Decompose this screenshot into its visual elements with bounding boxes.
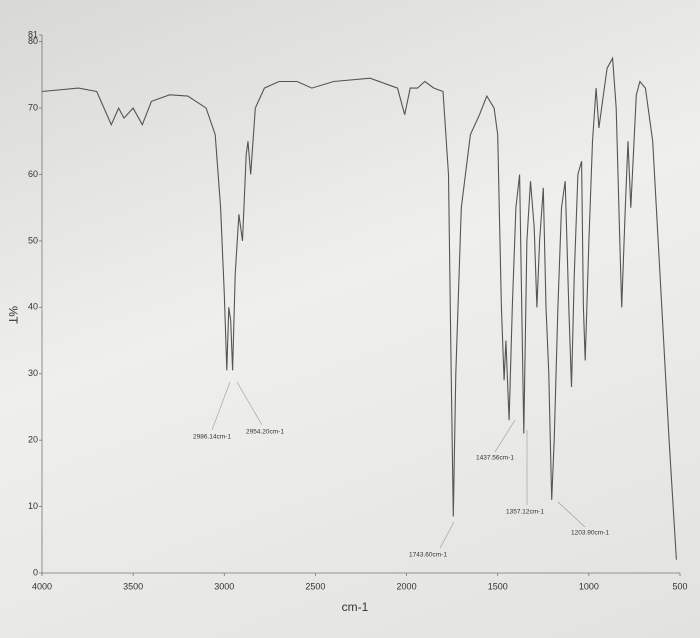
x-tick-label: 4000 [32,581,52,591]
annotation: 2954.20cm-1 [246,429,284,436]
y-tick-label: 60 [28,169,38,179]
x-tick-label: 1500 [488,581,508,591]
x-tick-label: 3500 [123,581,143,591]
y-tick-label: 50 [28,235,38,245]
annotation-leader [236,381,263,426]
annotation-leader [211,381,231,431]
annotation: 1437.56cm-1 [476,455,514,462]
x-tick-label: 500 [672,581,687,591]
annotation-leader [494,419,516,453]
x-tick-label: 1000 [579,581,599,591]
y-tick-label: 81 [28,29,38,39]
y-tick-label: 70 [28,102,38,112]
annotation-leader [439,521,455,549]
y-tick-label: 0 [33,567,38,577]
x-tick-label: 2000 [397,581,417,591]
y-tick-label: 40 [28,302,38,312]
x-axis-label: cm-1 [342,600,369,614]
y-tick-label: 10 [28,501,38,511]
y-axis-label: %T [6,306,20,325]
annotation: 2986.14cm-1 [193,434,231,441]
x-tick-label: 3000 [214,581,234,591]
annotation: 1743.60cm-1 [409,552,447,559]
spectrum-line [41,56,677,560]
y-tick-label: 20 [28,435,38,445]
annotation-leader [557,501,586,528]
y-tick-label: 80 [28,36,38,46]
y-tick-label: 30 [28,368,38,378]
annotation: 1203.90cm-1 [571,530,609,537]
annotation: 1357.12cm-1 [506,509,544,516]
x-tick-label: 2500 [305,581,325,591]
